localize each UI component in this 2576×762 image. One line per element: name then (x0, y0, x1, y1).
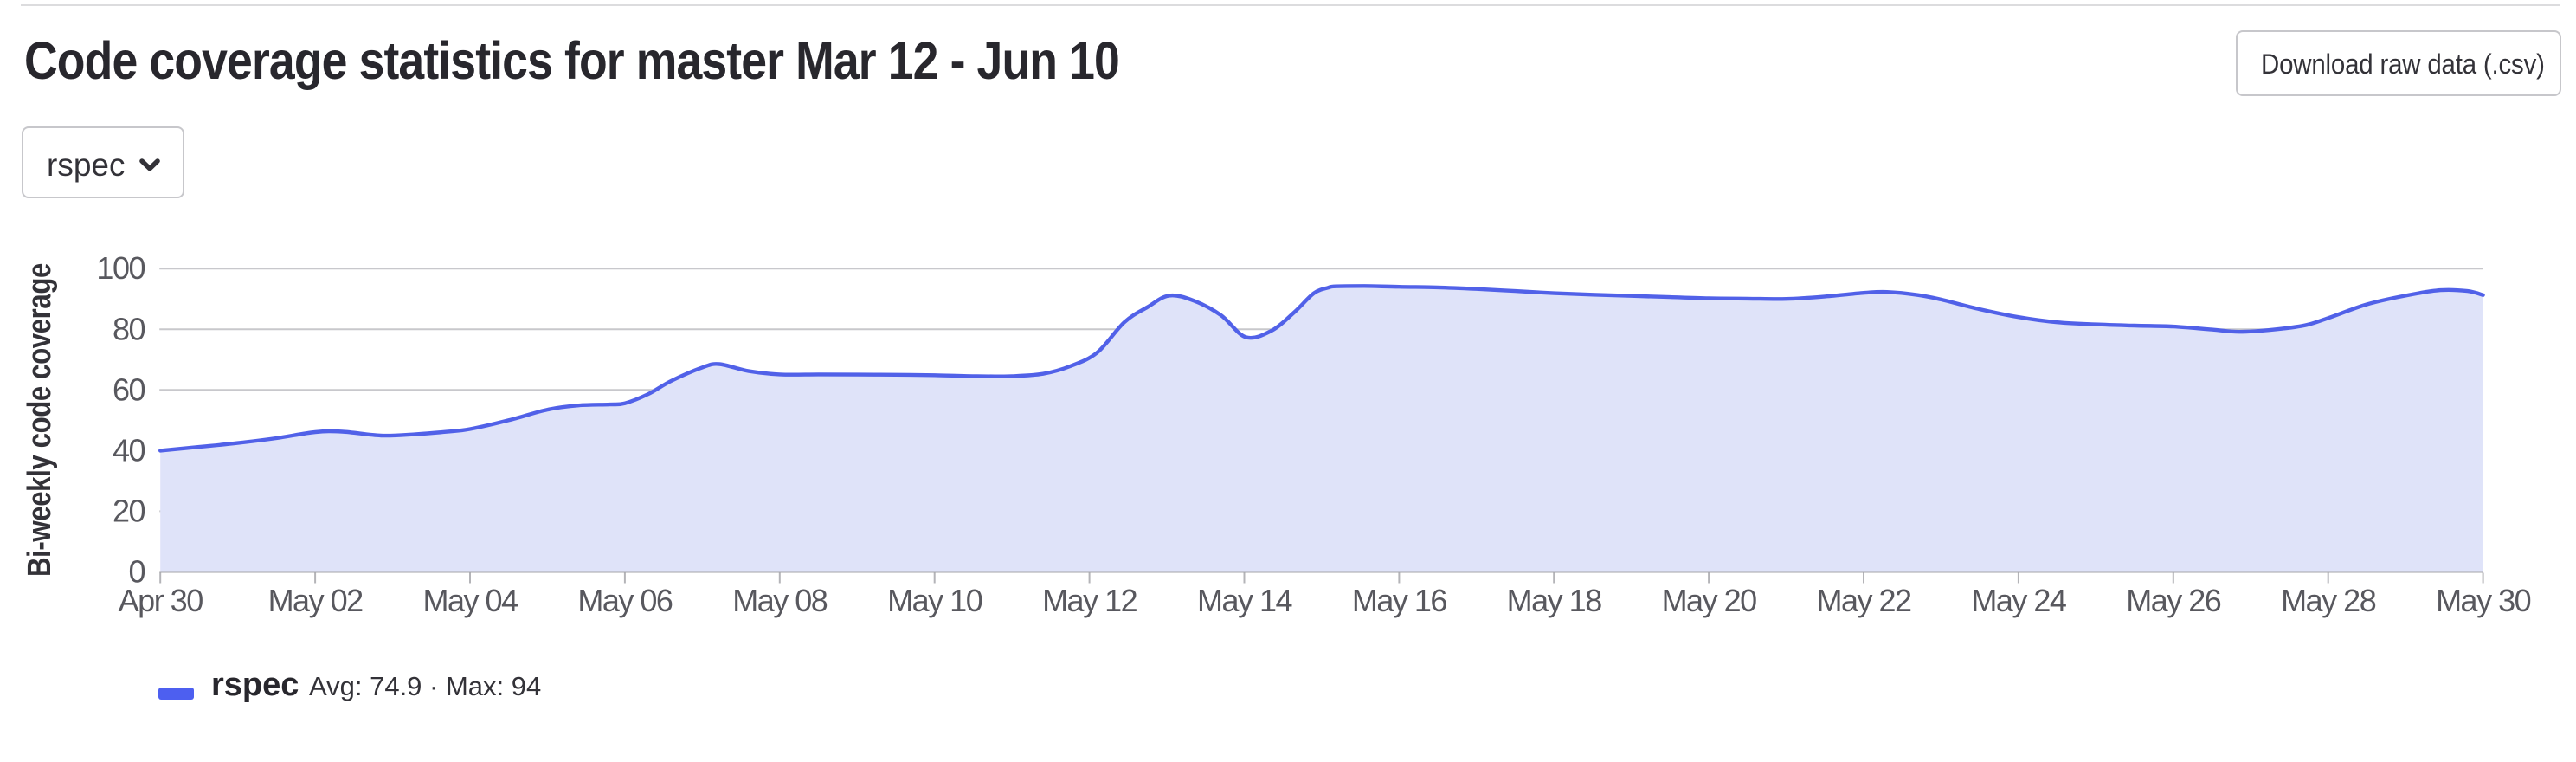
svg-text:May 20: May 20 (1662, 583, 1757, 618)
svg-text:May 22: May 22 (1816, 583, 1911, 618)
svg-text:May 18: May 18 (1507, 583, 1602, 618)
svg-text:60: 60 (113, 371, 145, 407)
svg-text:100: 100 (96, 250, 145, 286)
svg-text:Apr 30: Apr 30 (119, 583, 203, 618)
svg-text:May 16: May 16 (1352, 583, 1447, 618)
svg-text:May 14: May 14 (1197, 583, 1292, 618)
svg-text:May 26: May 26 (2126, 583, 2221, 618)
svg-text:May 02: May 02 (268, 583, 364, 618)
svg-text:May 08: May 08 (732, 583, 828, 618)
svg-text:May 24: May 24 (1971, 583, 2066, 618)
svg-text:May 10: May 10 (887, 583, 982, 618)
svg-text:40: 40 (113, 432, 145, 468)
svg-text:Bi-weekly code coverage: Bi-weekly code coverage (22, 263, 58, 577)
svg-text:May 30: May 30 (2436, 583, 2531, 618)
svg-text:May 06: May 06 (577, 583, 673, 618)
svg-text:20: 20 (113, 493, 145, 528)
svg-text:May 12: May 12 (1042, 583, 1137, 618)
svg-text:0: 0 (128, 554, 145, 590)
svg-text:May 04: May 04 (422, 583, 518, 618)
svg-text:80: 80 (113, 311, 145, 346)
svg-text:May 28: May 28 (2281, 583, 2376, 618)
